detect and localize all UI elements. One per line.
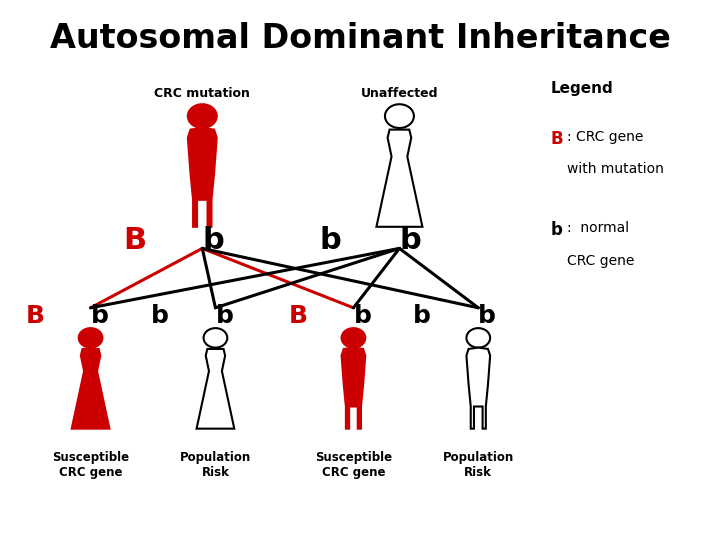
Text: CRC gene: CRC gene	[567, 254, 634, 268]
Text: b: b	[150, 304, 168, 328]
Text: Unaffected: Unaffected	[361, 87, 438, 100]
Polygon shape	[341, 348, 365, 429]
Text: b: b	[91, 304, 109, 328]
Polygon shape	[197, 349, 234, 429]
Text: with mutation: with mutation	[567, 162, 664, 176]
Polygon shape	[188, 128, 217, 227]
Circle shape	[385, 104, 414, 128]
Text: B: B	[25, 304, 45, 328]
Circle shape	[188, 104, 217, 128]
Text: b: b	[413, 304, 431, 328]
Text: b: b	[215, 304, 233, 328]
Text: b: b	[320, 226, 342, 255]
Text: B: B	[289, 304, 307, 328]
Text: b: b	[478, 304, 496, 328]
Text: Population
Risk: Population Risk	[443, 451, 514, 479]
Text: Autosomal Dominant Inheritance: Autosomal Dominant Inheritance	[50, 22, 670, 55]
Polygon shape	[72, 349, 109, 429]
Text: Susceptible
CRC gene: Susceptible CRC gene	[315, 451, 392, 479]
Text: Susceptible
CRC gene: Susceptible CRC gene	[52, 451, 129, 479]
Circle shape	[467, 328, 490, 348]
Text: B: B	[551, 130, 563, 147]
Text: b: b	[354, 304, 372, 328]
Polygon shape	[377, 130, 423, 227]
Polygon shape	[467, 348, 490, 429]
Text: : CRC gene: : CRC gene	[567, 130, 644, 144]
Text: CRC mutation: CRC mutation	[154, 87, 251, 100]
Text: b: b	[202, 226, 224, 255]
Text: Population
Risk: Population Risk	[180, 451, 251, 479]
Text: b: b	[400, 226, 421, 255]
Text: b: b	[551, 221, 562, 239]
Circle shape	[204, 328, 228, 348]
Text: B: B	[123, 226, 146, 255]
Circle shape	[341, 328, 365, 348]
Circle shape	[78, 328, 102, 348]
Text: :  normal: : normal	[567, 221, 629, 235]
Text: Legend: Legend	[551, 81, 613, 96]
